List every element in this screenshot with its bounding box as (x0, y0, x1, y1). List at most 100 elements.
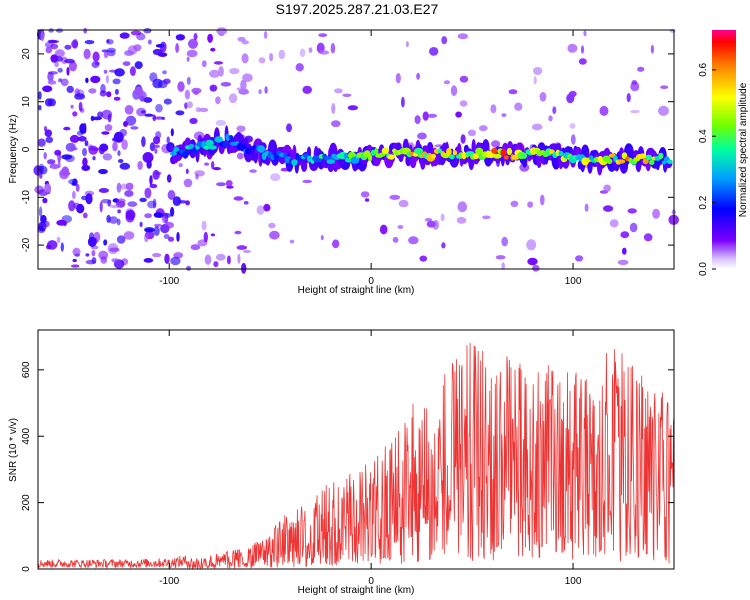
noise-blob (42, 197, 48, 204)
noise-blob (48, 71, 58, 75)
noise-blob (417, 132, 427, 140)
line-cell (522, 152, 527, 159)
y-tick-label: 600 (21, 361, 32, 378)
noise-blob (570, 134, 576, 145)
noise-blob (61, 154, 73, 160)
noise-blob (84, 140, 89, 147)
noise-blob (216, 27, 228, 35)
noise-blob (392, 236, 399, 243)
noise-blob (152, 253, 162, 258)
noise-blob (72, 258, 77, 263)
noise-blob (45, 46, 53, 54)
noise-blob (66, 85, 74, 93)
noise-blob (48, 98, 56, 107)
noise-blob (50, 54, 58, 63)
line-cell (208, 145, 217, 150)
line-cell (188, 143, 195, 149)
chart-title: S197.2025.287.21.03.E27 (276, 1, 439, 17)
noise-blob (204, 162, 210, 166)
noise-blob (141, 136, 146, 148)
noise-blob (191, 87, 202, 94)
noise-blob (552, 106, 557, 114)
noise-blob (240, 79, 247, 91)
noise-blob (186, 265, 192, 271)
noise-blob (203, 231, 208, 243)
noise-blob (163, 78, 171, 85)
noise-blob (164, 221, 174, 229)
noise-blob (467, 129, 477, 137)
noise-blob (136, 32, 146, 41)
noise-blob (142, 152, 154, 163)
noise-blob (226, 185, 234, 189)
noise-blob (501, 262, 506, 270)
noise-blob (125, 182, 134, 191)
noise-blob (526, 239, 537, 251)
noise-blob (76, 130, 84, 136)
y-tick-label: 200 (21, 494, 32, 511)
noise-blob (201, 220, 207, 231)
noise-blob (234, 230, 242, 235)
noise-blob (106, 39, 114, 45)
noise-blob (455, 111, 462, 118)
noise-blob (193, 33, 198, 41)
noise-blob (215, 96, 221, 105)
noise-blob (318, 33, 328, 37)
noise-blob (60, 242, 64, 252)
noise-blob (101, 131, 110, 135)
noise-blob (215, 119, 227, 126)
noise-blob (289, 239, 295, 244)
noise-blob (87, 236, 97, 247)
noise-blob (603, 184, 611, 192)
noise-blob (92, 51, 100, 62)
x-tick-label: 100 (565, 576, 582, 587)
spectrogram-y-label: Frequency (Hz) (8, 115, 19, 184)
noise-blob (162, 215, 168, 224)
noise-blob (443, 80, 451, 85)
noise-blob (44, 129, 53, 137)
noise-blob (408, 236, 419, 245)
noise-blob (364, 198, 370, 202)
noise-blob (302, 85, 313, 94)
noise-blob (184, 89, 191, 100)
noise-blob (72, 38, 79, 49)
noise-blob (38, 104, 42, 111)
line-cell (638, 153, 647, 159)
noise-blob (54, 61, 59, 68)
noise-blob (258, 89, 262, 95)
noise-blob (153, 136, 161, 145)
snr-y-ticks: 0 200 400 600 (21, 361, 674, 572)
y-tick-label: 400 (21, 427, 32, 444)
noise-blob (101, 109, 113, 120)
noise-blob (332, 239, 340, 249)
noise-blob (627, 208, 637, 214)
noise-blob (626, 93, 631, 103)
noise-blob (170, 128, 174, 137)
noise-blob (110, 204, 120, 209)
noise-blob (155, 103, 163, 113)
noise-blob (210, 233, 216, 237)
noise-blob (161, 116, 165, 120)
spectrogram-y-ticks: -20 -10 0 10 20 (21, 48, 674, 252)
noise-blob (123, 231, 135, 240)
noise-blob (157, 52, 168, 57)
noise-blob (106, 91, 112, 98)
noise-blob (334, 88, 343, 94)
noise-blob (401, 96, 405, 108)
noise-blob (59, 168, 70, 180)
noise-blob (575, 255, 584, 262)
noise-blob (129, 66, 136, 77)
noise-blob (47, 80, 57, 85)
noise-blob (531, 123, 543, 131)
noise-blob (154, 144, 160, 149)
noise-blob (532, 264, 540, 272)
noise-blob (43, 152, 47, 160)
x-tick-label: -100 (159, 276, 179, 287)
line-cell (368, 154, 373, 162)
noise-blob (112, 78, 121, 85)
noise-blob (527, 257, 538, 266)
line-cell (249, 149, 255, 154)
noise-blob (81, 164, 91, 171)
noise-blob (302, 179, 313, 184)
noise-blob (460, 134, 466, 144)
noise-blob (342, 93, 352, 98)
